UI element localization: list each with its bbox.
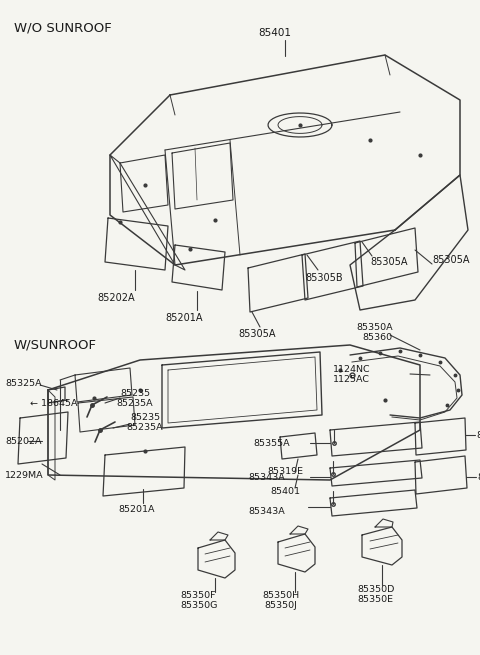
Text: 85305A: 85305A xyxy=(432,255,469,265)
Text: W/SUNROOF: W/SUNROOF xyxy=(14,339,97,352)
Text: 85340B: 85340B xyxy=(477,472,480,481)
Text: 85343A: 85343A xyxy=(248,508,285,517)
Text: 85343A: 85343A xyxy=(248,472,285,481)
Text: 85305A: 85305A xyxy=(370,257,408,267)
Text: 85340C: 85340C xyxy=(476,430,480,440)
Text: 85319E: 85319E xyxy=(267,468,303,476)
Text: 85350F: 85350F xyxy=(180,591,216,601)
Text: 85350H: 85350H xyxy=(262,591,299,601)
Text: 85235: 85235 xyxy=(130,413,160,422)
Text: 85201A: 85201A xyxy=(165,313,203,323)
Text: 85305B: 85305B xyxy=(305,273,343,283)
Text: 85235A: 85235A xyxy=(116,398,153,407)
Text: 85360: 85360 xyxy=(362,333,392,343)
Text: 1229MA: 1229MA xyxy=(5,470,44,479)
Text: 1125AC: 1125AC xyxy=(333,375,370,384)
Text: 85350J: 85350J xyxy=(264,601,297,610)
Text: 85401: 85401 xyxy=(270,487,300,495)
Text: 85350G: 85350G xyxy=(180,601,217,610)
Text: 85202A: 85202A xyxy=(97,293,134,303)
Text: 1124NC: 1124NC xyxy=(333,365,371,375)
Text: 85350A: 85350A xyxy=(356,324,393,333)
Text: 85401: 85401 xyxy=(258,28,291,38)
Text: 85350D: 85350D xyxy=(357,584,395,593)
Text: 85235A: 85235A xyxy=(126,424,163,432)
Text: 85325A: 85325A xyxy=(5,379,42,388)
Text: 85202A: 85202A xyxy=(5,436,41,445)
Text: 85305A: 85305A xyxy=(238,329,276,339)
Text: 85355A: 85355A xyxy=(253,438,289,447)
Text: ← 18645A: ← 18645A xyxy=(30,398,77,407)
Text: 85235: 85235 xyxy=(120,388,150,398)
Text: W/O SUNROOF: W/O SUNROOF xyxy=(14,22,112,35)
Text: 85201A: 85201A xyxy=(118,506,155,514)
Text: 85350E: 85350E xyxy=(357,595,393,603)
